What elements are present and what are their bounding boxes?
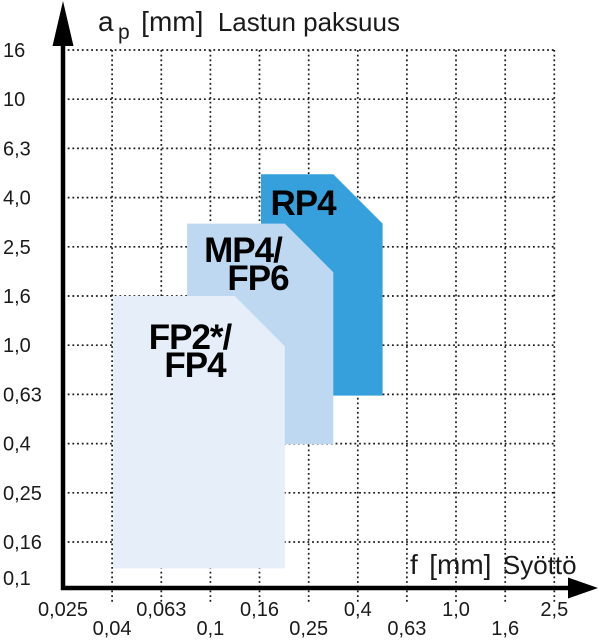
x-axis-unit: [mm] <box>429 549 491 580</box>
region-label-mp4-fp6: MP4/ <box>204 231 283 270</box>
x-tick-label: 1,0 <box>442 599 470 621</box>
x-tick-label: 0,25 <box>289 618 328 640</box>
region-fp2-fp4 <box>113 296 285 569</box>
y-axis-title: a p [mm] Lastun paksuus <box>98 6 400 44</box>
axes-layer <box>52 1 598 599</box>
y-tick-label: 1,0 <box>3 335 31 357</box>
x-axis-title-text: Syöttö <box>503 550 577 580</box>
y-tick-label: 4,0 <box>3 188 31 210</box>
y-tick-label: 0,63 <box>3 384 42 406</box>
region-label-rp4: RP4 <box>270 184 337 223</box>
x-tick-label: 0,16 <box>240 599 279 621</box>
x-axis-variable: f <box>410 549 418 580</box>
y-axis-variable: a <box>98 6 114 37</box>
x-axis-arrow-icon <box>568 577 598 599</box>
y-tick-label: 6,3 <box>3 138 31 160</box>
y-tick-label: 2,5 <box>3 237 31 259</box>
region-label-fp2-fp4: FP4 <box>164 346 227 385</box>
x-tick-label: 1,6 <box>491 618 519 640</box>
y-tick-label: 10 <box>3 89 25 111</box>
x-axis-title: f [mm] Syöttö <box>410 549 577 580</box>
x-tick-label: 0,063 <box>136 599 186 621</box>
x-tick-label: 0,63 <box>387 618 426 640</box>
y-axis-arrow-icon <box>52 1 74 46</box>
y-tick-label: 16 <box>3 40 25 62</box>
y-axis-unit: [mm] <box>141 6 203 37</box>
y-tick-labels: 16 10 6,3 4,0 2,5 1,6 1,0 0,63 0,4 0,25 0,16 0,1 <box>3 40 42 590</box>
y-axis-title-text: Lastun paksuus <box>218 7 400 37</box>
region-label-mp4-fp6: FP6 <box>227 259 289 298</box>
region-labels-layer: RP4 MP4/FP6 FP2*/FP4 <box>149 184 338 385</box>
x-tick-label: 2,5 <box>540 599 568 621</box>
x-tick-label: 0,04 <box>93 618 132 640</box>
y-tick-label: 0,16 <box>3 532 42 554</box>
y-tick-label: 0,4 <box>3 434 31 456</box>
x-tick-label: 0,4 <box>344 599 372 621</box>
y-tick-label: 0,1 <box>3 568 31 590</box>
x-tick-label: 0,1 <box>196 618 224 640</box>
y-axis-subscript: p <box>118 21 130 44</box>
region-label-fp2-fp4: FP2*/ <box>149 318 233 357</box>
y-tick-label: 0,25 <box>3 483 42 505</box>
y-tick-label: 1,6 <box>3 286 31 308</box>
x-tick-label: 0,025 <box>38 599 88 621</box>
regions-layer <box>113 174 383 569</box>
